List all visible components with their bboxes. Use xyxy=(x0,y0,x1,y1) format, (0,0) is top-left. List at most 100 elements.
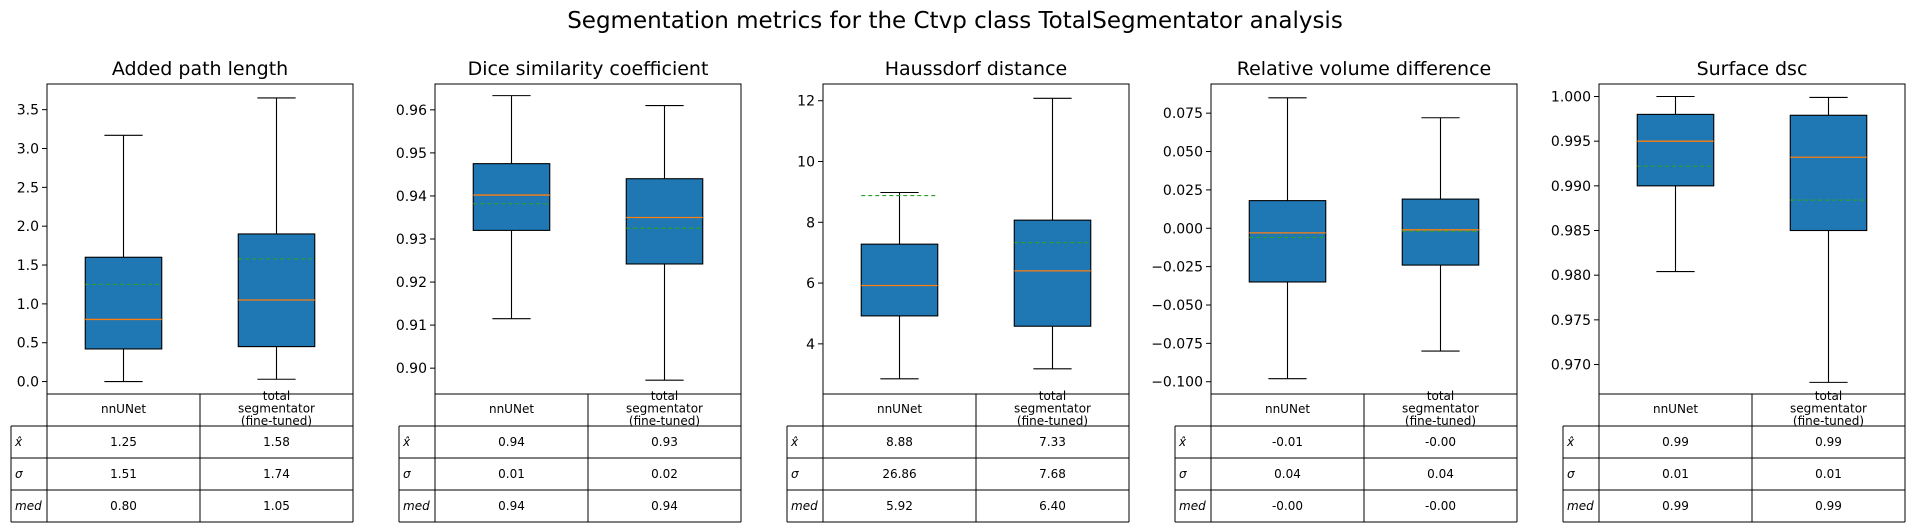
table-header-line: (fine-tuned) xyxy=(1405,414,1476,428)
table-row-label: med xyxy=(1179,499,1206,513)
table-cell: 0.01 xyxy=(1662,467,1689,481)
table-row-label: σ xyxy=(403,467,411,481)
table-cell: 0.02 xyxy=(651,467,678,481)
y-tick-label: −0.025 xyxy=(1151,260,1203,276)
table-header-cell: total segmentator (fine-tuned) xyxy=(1014,389,1091,428)
table-header-cell: nnUNet xyxy=(1653,402,1698,416)
table-row-label: x̂ xyxy=(790,435,799,449)
y-tick-label: 0.980 xyxy=(1551,268,1591,284)
stats-table: nnUNet total segmentator (fine-tuned) x̂ 1.25… xyxy=(10,389,354,523)
box-1 xyxy=(1248,97,1327,380)
y-tick-label: 0.075 xyxy=(1163,106,1203,122)
table-cell: 1.05 xyxy=(263,499,290,513)
table-cell: 1.51 xyxy=(110,467,137,481)
table-row-label: σ xyxy=(15,467,23,481)
y-tick-label: 0.995 xyxy=(1551,134,1591,150)
table-header-cell: total segmentator (fine-tuned) xyxy=(626,389,703,428)
table-cell: 0.94 xyxy=(498,499,525,513)
iqr-box xyxy=(1248,200,1327,283)
y-tick-label: 0.970 xyxy=(1551,358,1591,374)
table-cell: 26.86 xyxy=(882,467,916,481)
subplot-3: Haussdorf distance 4 6 8 10 12 nnUNet total segm… xyxy=(786,58,1130,523)
iqr-box xyxy=(84,256,163,350)
table-row-label: σ xyxy=(1179,467,1187,481)
table-header-cell: nnUNet xyxy=(1265,402,1310,416)
iqr-box xyxy=(1401,198,1480,266)
subplots: Added path length 0.0 0.5 1.0 1.5 2.0 2.5 3.0 3.… xyxy=(10,58,1906,523)
y-tick-label: −0.075 xyxy=(1151,336,1203,352)
table-row-label: med xyxy=(1567,499,1594,513)
subplot-2: Dice similarity coefficient 0.90 0.91 0.92 0… xyxy=(396,58,742,523)
y-tick-label: 0.0 xyxy=(17,375,39,391)
table-cell: -0.01 xyxy=(1272,435,1303,449)
y-tick-label: 0.93 xyxy=(396,232,427,248)
table-header-line: total xyxy=(1815,389,1842,403)
subplot-1: Added path length 0.0 0.5 1.0 1.5 2.0 2.5 3.0 3.… xyxy=(10,58,354,523)
y-tick-label: 3.5 xyxy=(17,103,39,119)
table-cell: 0.01 xyxy=(498,467,525,481)
y-tick-label: 2.5 xyxy=(17,180,39,196)
iqr-box xyxy=(1636,113,1715,187)
iqr-box xyxy=(625,178,704,265)
iqr-box xyxy=(1013,219,1092,327)
box-2 xyxy=(1789,96,1868,383)
table-header-line: total xyxy=(263,389,290,403)
table-cell: 1.25 xyxy=(110,435,137,449)
table-row-label: x̂ xyxy=(1178,435,1187,449)
table-cell: 0.01 xyxy=(1815,467,1842,481)
table-cell: 0.80 xyxy=(110,499,137,513)
y-tick-label: 0.975 xyxy=(1551,313,1591,329)
subplot-title: Dice similarity coefficient xyxy=(468,58,709,80)
y-tick-label: 0.050 xyxy=(1163,145,1203,161)
subplot-title: Added path length xyxy=(112,58,288,80)
table-row-label: x̂ xyxy=(402,435,411,449)
table-header-cell: total segmentator (fine-tuned) xyxy=(1402,389,1479,428)
stats-table: nnUNet total segmentator (fine-tuned) x̂ -0.0… xyxy=(1174,389,1518,523)
box-1 xyxy=(84,134,163,383)
box-1 xyxy=(1636,95,1715,273)
table-header-cell: total segmentator (fine-tuned) xyxy=(238,389,315,428)
stats-table: nnUNet total segmentator (fine-tuned) x̂ 8.88… xyxy=(786,389,1130,523)
y-tick-label: 10 xyxy=(797,155,815,171)
stats-table: nnUNet total segmentator (fine-tuned) x̂ 0.99… xyxy=(1562,389,1906,523)
table-header-line: total xyxy=(651,389,678,403)
table-row-label: med xyxy=(403,499,430,513)
y-tick-label: 0.985 xyxy=(1551,224,1591,240)
iqr-box xyxy=(860,243,939,317)
table-cell: 1.58 xyxy=(263,435,290,449)
box-2 xyxy=(625,104,704,381)
box-2 xyxy=(1401,117,1480,352)
stats-table: nnUNet total segmentator (fine-tuned) x̂ 0.94… xyxy=(398,389,742,523)
table-header-line: segmentator xyxy=(626,402,703,416)
figure-suptitle: Segmentation metrics for the Ctvp class … xyxy=(567,8,1343,34)
table-header-line: total xyxy=(1039,389,1066,403)
y-tick-label: 0.990 xyxy=(1551,179,1591,195)
box-2 xyxy=(237,97,316,380)
table-cell: 0.04 xyxy=(1274,467,1301,481)
y-tick-label: 12 xyxy=(797,94,815,110)
table-cell: -0.00 xyxy=(1272,499,1303,513)
y-tick-label: 8 xyxy=(806,215,815,231)
table-row-label: x̂ xyxy=(14,435,23,449)
table-row-label: σ xyxy=(791,467,799,481)
y-tick-label: 0.5 xyxy=(17,336,39,352)
table-cell: 6.40 xyxy=(1039,499,1066,513)
iqr-box xyxy=(472,163,551,231)
subplot-title: Relative volume difference xyxy=(1237,58,1491,80)
y-tick-label: 0.025 xyxy=(1163,183,1203,199)
y-tick-label: 0.94 xyxy=(396,189,427,205)
table-header-line: segmentator xyxy=(1402,402,1479,416)
y-tick-label: 0.96 xyxy=(396,103,427,119)
table-cell: 0.99 xyxy=(1662,435,1689,449)
table-cell: 7.33 xyxy=(1039,435,1066,449)
table-cell: -0.00 xyxy=(1425,499,1456,513)
table-header-line: (fine-tuned) xyxy=(1793,414,1864,428)
table-cell: -0.00 xyxy=(1425,435,1456,449)
box-2 xyxy=(1013,97,1092,370)
table-cell: 0.93 xyxy=(651,435,678,449)
table-header-cell: nnUNet xyxy=(877,402,922,416)
subplot-4: Relative volume difference −0.100 −0.075 −0… xyxy=(1151,58,1518,523)
table-cell: 8.88 xyxy=(886,435,913,449)
table-row-label: med xyxy=(15,499,42,513)
